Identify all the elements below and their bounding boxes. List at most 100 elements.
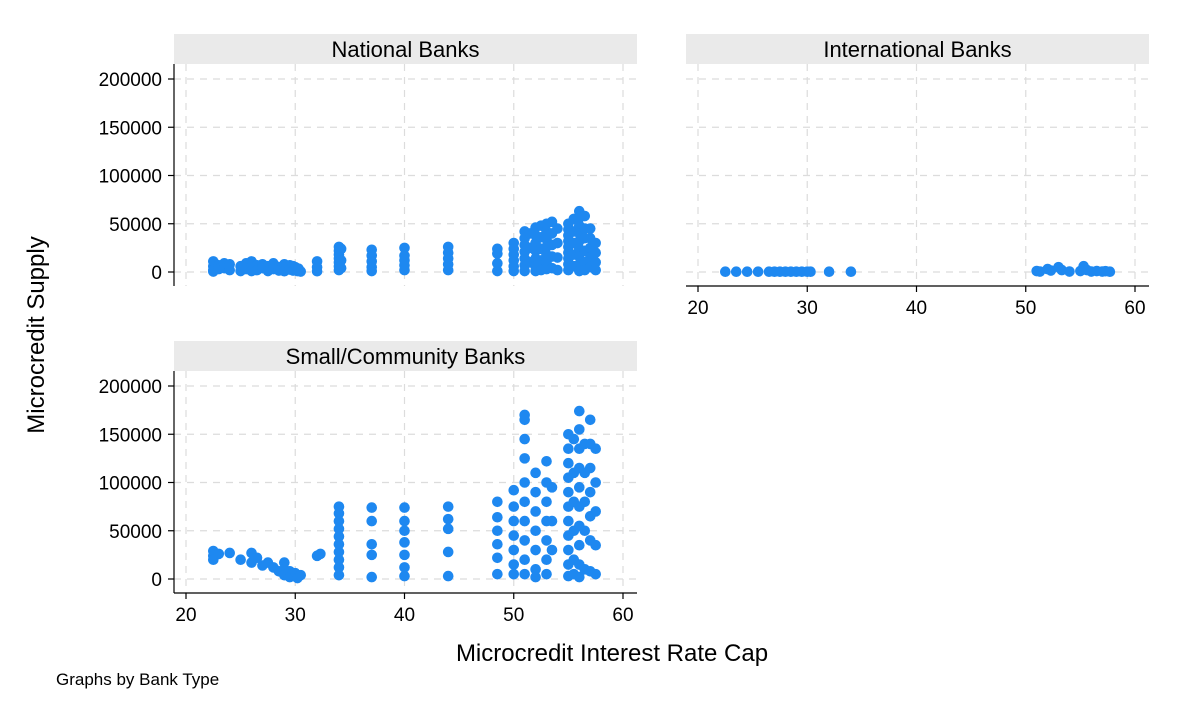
scatter-point xyxy=(333,569,345,581)
scatter-point xyxy=(530,544,541,556)
scatter-point xyxy=(399,562,410,573)
scatter-point xyxy=(508,265,520,277)
scatter-point xyxy=(492,265,503,277)
scatter-point xyxy=(508,501,520,512)
panel-3: Small/Community Banks 0 50000 100000 150000 2… xyxy=(99,341,637,626)
panel-2: International Banks 20 30 40 50 60 xyxy=(686,34,1149,319)
y-tick-label: 200000 xyxy=(99,377,162,398)
scatter-point xyxy=(590,237,601,249)
scatter-point xyxy=(584,462,596,474)
scatter-point xyxy=(335,262,347,274)
scatter-point xyxy=(574,424,585,435)
scatter-point xyxy=(552,223,563,234)
scatter-point xyxy=(333,538,345,550)
scatter-point xyxy=(552,264,563,276)
scatter-point xyxy=(590,539,601,551)
scatter-point xyxy=(519,496,530,508)
scatter-point xyxy=(366,265,378,277)
scatter-point xyxy=(492,568,503,580)
scatter-point xyxy=(590,264,601,276)
x-axis-title: Microcredit Interest Rate Cap xyxy=(456,640,768,667)
scatter-point xyxy=(295,569,307,581)
scatter-point xyxy=(741,266,753,278)
scatter-point xyxy=(492,258,503,269)
scatter-point xyxy=(333,508,345,519)
x-tick-label: 20 xyxy=(687,298,708,319)
scatter-point xyxy=(530,506,541,517)
scatter-point xyxy=(730,266,742,278)
y-tick-label: 50000 xyxy=(109,522,162,543)
scatter-point xyxy=(579,210,591,222)
scatter-point xyxy=(442,546,454,558)
scatter-point xyxy=(492,538,503,550)
scatter-point xyxy=(584,414,596,426)
scatter-point xyxy=(224,547,235,559)
scatter-point xyxy=(563,544,574,556)
scatter-point xyxy=(519,477,530,488)
scatter-point xyxy=(224,258,235,270)
scatter-point xyxy=(399,502,410,513)
panel-header xyxy=(686,34,1149,64)
scatter-point xyxy=(492,511,503,523)
scatter-point xyxy=(590,506,601,517)
scatter-point xyxy=(399,549,410,561)
x-tick-label: 30 xyxy=(285,605,306,626)
scatter-point xyxy=(442,523,454,535)
scatter-point xyxy=(590,568,601,580)
panel-title: National Banks xyxy=(332,37,480,62)
scatter-point xyxy=(546,544,558,556)
scatter-point xyxy=(366,515,378,527)
scatter-point xyxy=(590,443,601,455)
scatter-point xyxy=(574,482,585,493)
scatter-point xyxy=(442,501,454,512)
scatter-point xyxy=(235,554,246,565)
scatter-point xyxy=(541,455,552,467)
scatter-point xyxy=(333,531,345,542)
y-tick-label: 100000 xyxy=(99,474,162,495)
scatter-point xyxy=(399,515,410,527)
scatter-point xyxy=(442,264,454,276)
scatter-point xyxy=(399,525,410,537)
scatter-point xyxy=(335,255,347,266)
scatter-point xyxy=(552,252,563,263)
scatter-point xyxy=(366,571,378,583)
scatter-point xyxy=(508,515,520,527)
scatter-point xyxy=(519,554,530,565)
x-tick-label: 40 xyxy=(394,605,415,626)
scatter-point xyxy=(574,571,585,583)
scatter-point xyxy=(508,568,520,580)
panel-header xyxy=(174,34,637,64)
y-tick-label: 0 xyxy=(151,570,162,591)
scatter-point xyxy=(579,496,591,508)
scatter-point xyxy=(541,496,552,508)
scatter-point xyxy=(519,535,530,546)
scatter-point xyxy=(508,559,520,570)
scatter-point xyxy=(366,549,378,561)
scatter-point xyxy=(590,247,601,258)
scatter-point xyxy=(530,486,541,498)
y-tick-label: 150000 xyxy=(99,425,162,446)
scatter-point xyxy=(584,486,596,498)
scatter-point xyxy=(366,538,378,550)
scatter-point xyxy=(541,554,552,565)
scatter-point xyxy=(333,562,345,573)
panel-1: National Banks 0 50000 100000 150000 200000 xyxy=(99,34,637,286)
scatter-point xyxy=(508,484,520,496)
scatter-point xyxy=(552,237,563,249)
scatter-point xyxy=(530,467,541,479)
scatter-point xyxy=(251,552,263,564)
scatter-point xyxy=(530,525,541,537)
scatter-point xyxy=(541,568,552,580)
scatter-point xyxy=(530,571,541,583)
scatter-point xyxy=(541,535,552,546)
scatter-point xyxy=(563,515,574,527)
scatter-point xyxy=(519,433,530,445)
x-tick-label: 60 xyxy=(612,605,633,626)
scatter-point xyxy=(805,266,816,278)
scatter-point xyxy=(752,266,764,278)
scatter-point xyxy=(399,264,410,276)
scatter-point xyxy=(530,564,541,575)
scatter-point xyxy=(508,530,520,541)
panel-title: International Banks xyxy=(823,37,1011,62)
